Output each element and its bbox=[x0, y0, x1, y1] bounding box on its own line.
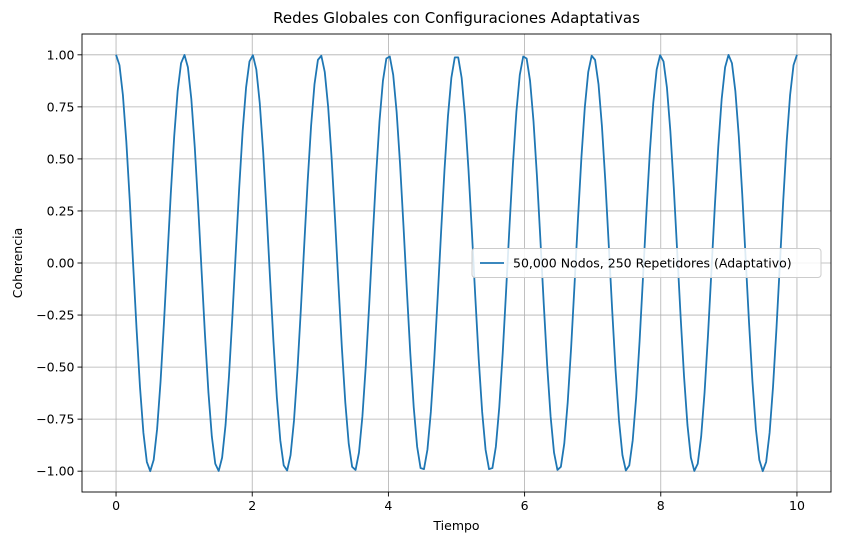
y-tick-label: 0.50 bbox=[47, 151, 75, 166]
x-tick-label: 2 bbox=[248, 498, 256, 513]
legend-entry-label: 50,000 Nodos, 250 Repetidores (Adaptativ… bbox=[513, 256, 792, 271]
y-tick-label: 1.00 bbox=[47, 47, 75, 62]
x-tick-label: 6 bbox=[521, 498, 529, 513]
y-axis-label: Coherencia bbox=[10, 228, 25, 298]
y-tick-label: −0.75 bbox=[36, 412, 74, 427]
y-tick-label: −0.50 bbox=[36, 360, 74, 375]
legend: 50,000 Nodos, 250 Repetidores (Adaptativ… bbox=[471, 248, 822, 278]
x-tick-label: 10 bbox=[789, 498, 805, 513]
series-layer bbox=[115, 54, 798, 473]
y-tick-label: 0.25 bbox=[47, 203, 75, 218]
y-tick-label: 0.75 bbox=[47, 99, 75, 114]
chart-title: Redes Globales con Configuraciones Adapt… bbox=[273, 9, 640, 27]
x-axis: 0 2 4 6 8 10 bbox=[112, 492, 805, 513]
x-tick-label: 0 bbox=[112, 498, 120, 513]
x-tick-label: 4 bbox=[384, 498, 392, 513]
y-axis: −1.00 −0.75 −0.50 −0.25 0.00 0.25 0.50 0.75 1.00 bbox=[36, 47, 82, 479]
legend-box bbox=[471, 248, 822, 278]
x-axis-label: Tiempo bbox=[432, 518, 479, 533]
series-line bbox=[115, 54, 798, 473]
y-tick-label: −1.00 bbox=[36, 464, 74, 479]
x-tick-label: 8 bbox=[657, 498, 665, 513]
y-tick-label: 0.00 bbox=[47, 256, 75, 271]
y-tick-label: −0.25 bbox=[36, 308, 74, 323]
